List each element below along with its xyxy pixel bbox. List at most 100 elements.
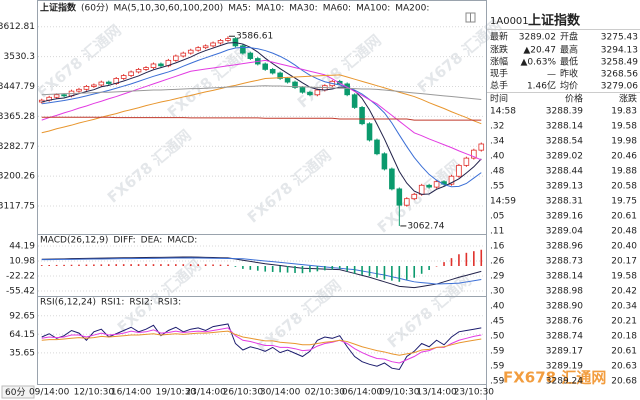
quote-name: 上证指数 [528, 13, 581, 29]
candle-body [284, 78, 291, 83]
trade-cell: 3289.02 [546, 152, 583, 162]
trade-cell: 3288.44 [546, 167, 583, 177]
trade-cell: 20.42 [611, 287, 637, 297]
macd-bar [219, 264, 222, 266]
macd-bar [189, 264, 192, 266]
candle-body [91, 84, 97, 87]
candle-body [105, 81, 112, 84]
x-tick-label: 30/14:00 [260, 388, 301, 398]
series-line [41, 42, 482, 195]
legend-entry: MA200: [395, 4, 429, 14]
candle-body [210, 42, 216, 47]
trade-header: 价格 [565, 93, 583, 105]
y-tick-label: 92.65 [9, 311, 35, 321]
candle-body [135, 69, 142, 73]
trade-cell: 3289.24 [546, 377, 583, 387]
trade-cell: .29 [490, 272, 505, 282]
macd-bar [212, 264, 214, 266]
trade-cell: 20.68 [611, 377, 637, 387]
trade-cell: .59 [490, 362, 505, 372]
panel-title: 上证指数 [40, 2, 77, 14]
x-tick-label: 16/14:00 [111, 388, 152, 398]
candle-body [240, 45, 246, 54]
macd-bar [85, 264, 88, 266]
x-tick-label: 23/10:30 [454, 388, 495, 398]
series-line [41, 85, 482, 100]
candle-body [173, 55, 179, 61]
macd-bar [122, 264, 125, 266]
candle-body [418, 184, 425, 195]
x-tick-label: 09/14:00 [29, 388, 70, 398]
macd-bar [383, 266, 386, 280]
field-label: 最高 [560, 44, 578, 56]
legend-entry: MA30: [289, 4, 317, 14]
macd-bar [338, 266, 341, 269]
trade-cell: 20.40 [611, 242, 637, 252]
trade-cell: 3288.31 [546, 197, 583, 207]
candle-body [195, 47, 201, 51]
trade-cell: 20.61 [611, 347, 637, 357]
macd-bar [234, 266, 237, 267]
candle-body [314, 89, 321, 96]
macd-bar [465, 252, 468, 266]
trade-cell: .16 [490, 242, 505, 252]
quote-code: 1A0001 [490, 16, 529, 27]
panel-subtitle: (60分) [81, 3, 108, 14]
trade-cell: 20.58 [611, 182, 637, 192]
trade-cell: .05 [490, 212, 504, 222]
trade-cell: 3288.39 [546, 107, 583, 117]
trade-cell: 3289.19 [546, 362, 583, 372]
field-value: 3275.43 [601, 33, 638, 43]
field-value: — [547, 70, 556, 80]
macd-bar [40, 265, 43, 266]
y-tick-label: 3530.3 [4, 52, 36, 62]
series-line [41, 257, 482, 285]
macd-bar [309, 266, 311, 273]
candle-body [98, 81, 105, 86]
macd-bar [100, 264, 103, 266]
period-selector[interactable] [1, 385, 35, 399]
macd-bar [160, 264, 162, 266]
macd-bar [227, 264, 229, 266]
period-label[interactable]: 60分 [5, 387, 25, 398]
macd-bar [264, 266, 267, 272]
candle-body [299, 87, 306, 93]
series-line [41, 74, 482, 134]
x-tick-label: 12/10:30 [74, 388, 115, 398]
candle-body [478, 143, 485, 151]
macd-bar [249, 266, 252, 270]
macd-bar [137, 264, 140, 266]
macd-bar [78, 264, 80, 266]
y-tick-label: 3282.77 [0, 142, 35, 152]
trade-cell: 19.83 [611, 107, 637, 117]
trade-cell: 19.75 [611, 197, 637, 207]
candle-body [158, 63, 164, 67]
series-line [41, 256, 482, 289]
legend-entry: MA100: [356, 4, 390, 14]
macd-bar [115, 264, 118, 266]
candle-body [292, 81, 298, 88]
field-label: 现手 [490, 68, 508, 80]
candle-body [53, 94, 60, 98]
candle-body [448, 175, 455, 185]
macd-bar [63, 264, 65, 266]
trade-cell: .32 [490, 122, 504, 132]
trade-cell: 19.98 [611, 137, 637, 147]
candle-body [269, 69, 276, 74]
macd-bar [286, 266, 289, 273]
y-tick-label: 3447.79 [0, 82, 35, 92]
candle-body [143, 67, 149, 70]
field-value: 1.46亿 [527, 80, 556, 92]
macd-bar [398, 266, 401, 282]
field-value: 3289.02 [519, 33, 556, 43]
candle-body [374, 139, 380, 155]
macd-bar [107, 264, 110, 266]
macd-bar [279, 266, 281, 273]
field-label: 涨幅 [490, 56, 508, 68]
y-tick-label: 35.65 [9, 348, 35, 358]
macd-bar [197, 264, 199, 266]
trade-cell: 3288.98 [546, 287, 583, 297]
trade-cell: 20.61 [611, 212, 637, 222]
macd-bar [450, 258, 453, 266]
candle-body [471, 149, 477, 159]
